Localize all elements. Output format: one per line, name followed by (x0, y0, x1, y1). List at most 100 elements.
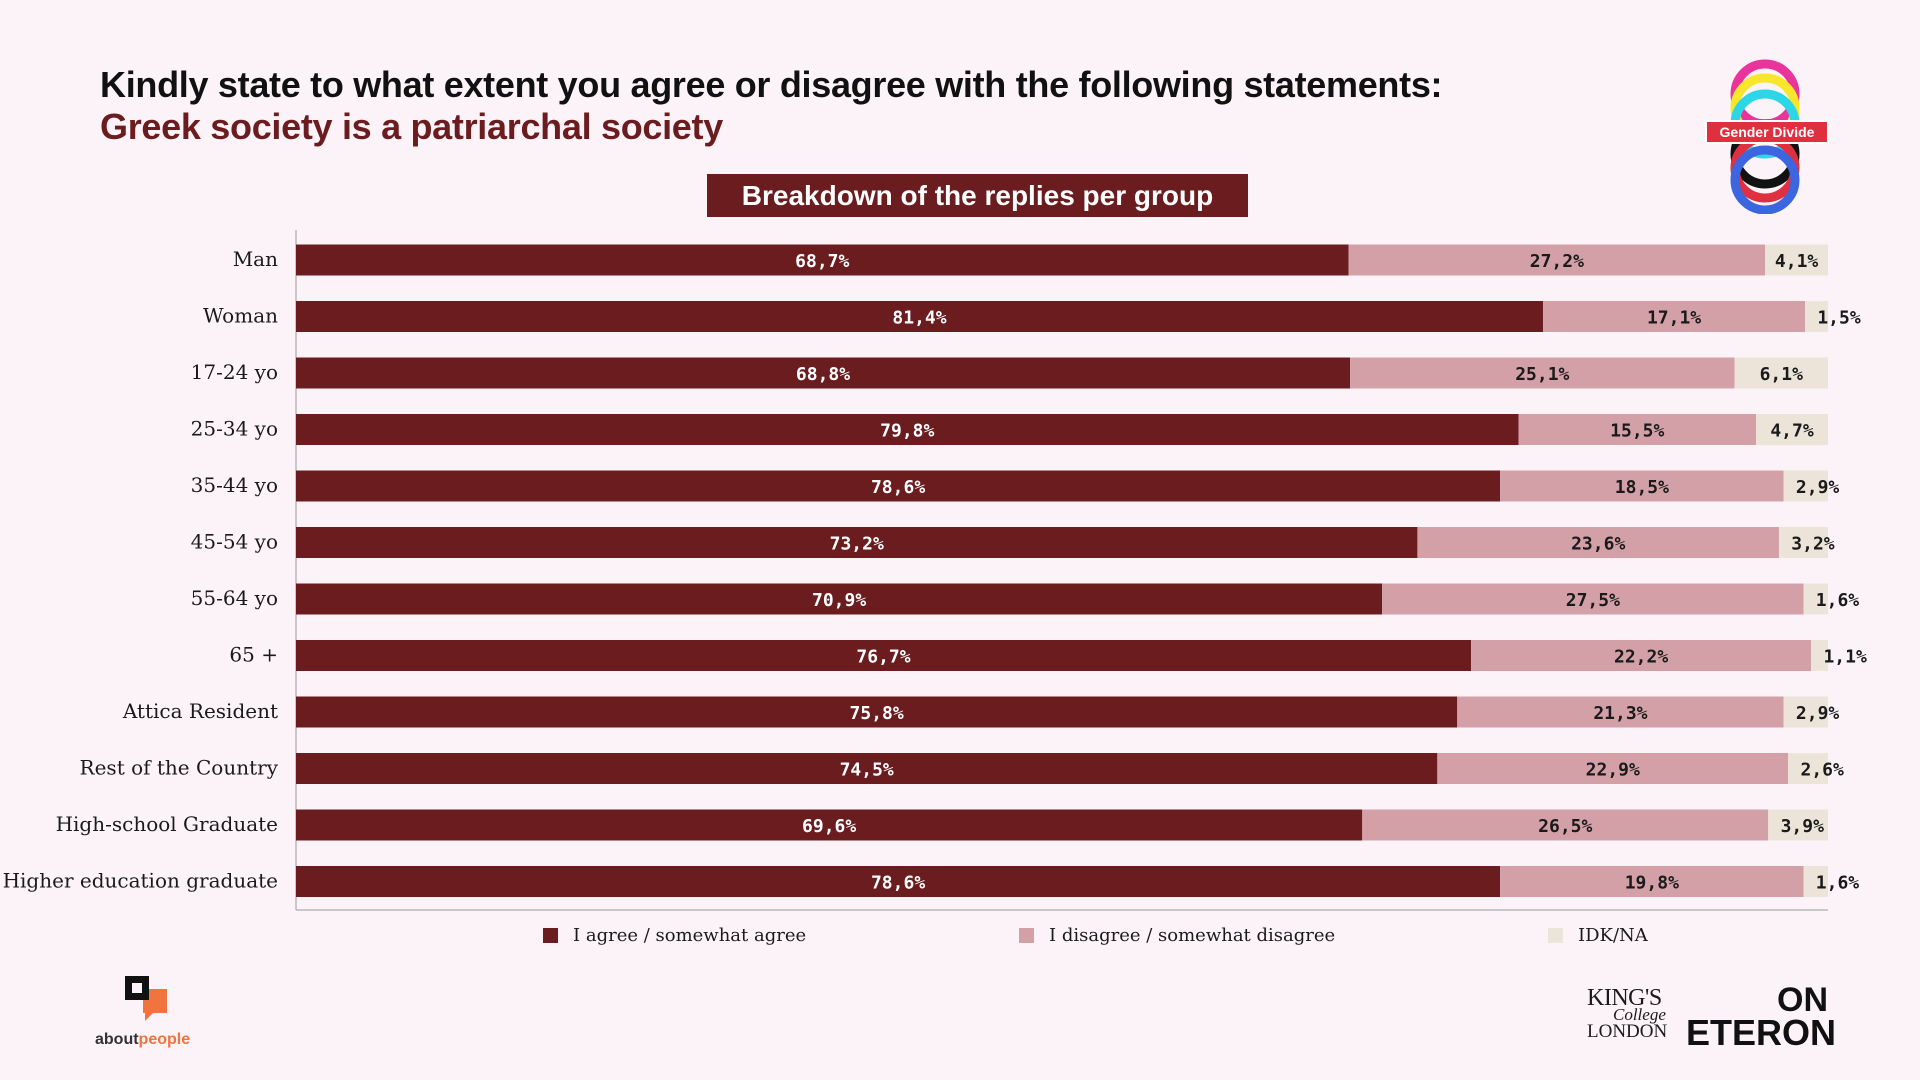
data-label-agree: 73,2% (830, 534, 884, 555)
legend-label-agree: I agree / somewhat agree (573, 925, 807, 946)
chart-legend: I agree / somewhat agree I disagree / so… (0, 925, 1920, 949)
bar-segment-idk (1788, 753, 1828, 784)
bar-segment-agree (296, 753, 1438, 784)
aboutpeople-prefix: about (95, 1031, 139, 1048)
aboutpeople-logo-icon (125, 976, 167, 1021)
eteron-line1: ON (1777, 981, 1828, 1019)
data-label-idk: 6,1% (1760, 364, 1804, 385)
kings-college-logo: KING'S College LONDON (1587, 985, 1675, 1042)
data-label-idk: 1,5% (1817, 308, 1861, 329)
data-label-idk: 3,2% (1791, 534, 1835, 555)
data-label-disagree: 23,6% (1571, 534, 1625, 555)
aboutpeople-wordmark: aboutpeople (95, 1031, 190, 1049)
bar-segment-idk (1803, 583, 1828, 615)
data-label-agree: 68,8% (796, 364, 850, 385)
bar-segment-agree (296, 583, 1383, 615)
category-label: Man (233, 247, 278, 271)
data-label-agree: 69,6% (802, 816, 856, 837)
bar-segment-agree (296, 640, 1472, 671)
bar-segment-disagree (1382, 583, 1804, 615)
legend-swatch-disagree (1019, 928, 1034, 943)
data-label-agree: 68,7% (795, 251, 849, 272)
bar-segment-idk (1783, 470, 1828, 502)
bar-segment-disagree (1417, 527, 1779, 558)
chart-title: Kindly state to what extent you agree or… (100, 64, 1443, 105)
bar-segment-agree (296, 866, 1501, 897)
category-label: 25-34 yo (191, 417, 278, 441)
data-label-idk: 2,9% (1796, 703, 1840, 724)
bar-segment-agree (296, 527, 1418, 558)
data-label-agree: 81,4% (892, 308, 946, 329)
aboutpeople-suffix: people (138, 1031, 191, 1048)
bar-segment-idk (1768, 809, 1828, 841)
data-label-agree: 78,6% (871, 873, 925, 894)
legend-item-disagree: I disagree / somewhat disagree (1019, 925, 1335, 946)
category-label: 55-64 yo (191, 586, 278, 610)
legend-swatch-agree (543, 928, 558, 943)
bar-segment-disagree (1500, 866, 1804, 897)
legend-swatch-idk (1548, 928, 1563, 943)
data-label-disagree: 22,2% (1614, 647, 1668, 668)
bar-segment-disagree (1350, 357, 1735, 389)
bar-segment-disagree (1543, 301, 1806, 332)
stacked-bar-chart: Man 68,7% 27,2% 4,1% Woman 81,4% 17,1% 1,5% 17-2… (3, 230, 1867, 911)
category-label: 35-44 yo (191, 473, 278, 497)
data-label-disagree: 17,1% (1647, 308, 1701, 329)
kings-line2: College (1613, 1005, 1666, 1024)
bar-segment-idk (1805, 301, 1828, 332)
legend-label-idk: IDK/NA (1578, 925, 1648, 946)
data-label-idk: 2,6% (1800, 760, 1844, 781)
data-label-agree: 70,9% (812, 590, 866, 611)
category-label: 65 + (229, 643, 278, 667)
bar-segment-idk (1778, 527, 1828, 558)
kings-line3: LONDON (1587, 1021, 1668, 1042)
bar-segment-agree (296, 696, 1458, 728)
bar-segment-agree (296, 414, 1519, 445)
data-label-idk: 2,9% (1796, 477, 1840, 498)
data-label-idk: 4,7% (1770, 421, 1814, 442)
eteron-line2: ETERON (1686, 1012, 1837, 1054)
breakdown-label: Breakdown of the replies per group (741, 179, 1214, 211)
data-label-disagree: 22,9% (1586, 760, 1640, 781)
data-label-disagree: 18,5% (1615, 477, 1669, 498)
kings-line1: KING'S (1587, 985, 1662, 1011)
breakdown-banner: Breakdown of the replies per group (707, 174, 1248, 217)
bar-segment-idk (1803, 866, 1828, 897)
legend-label-disagree: I disagree / somewhat disagree (1049, 925, 1336, 946)
category-label: 17-24 yo (191, 360, 278, 384)
bar-segment-agree (296, 244, 1349, 276)
bar-segment-idk (1811, 640, 1828, 671)
bar-segment-idk (1783, 696, 1828, 728)
data-label-agree: 79,8% (880, 421, 934, 442)
bar-segment-disagree (1457, 696, 1784, 728)
bar-segment-agree (296, 809, 1363, 841)
data-label-disagree: 25,1% (1515, 364, 1569, 385)
bar-segment-disagree (1348, 244, 1766, 276)
data-label-disagree: 26,5% (1538, 816, 1592, 837)
data-label-disagree: 19,8% (1625, 873, 1679, 894)
bar-segment-agree (296, 301, 1544, 332)
legend-item-agree: I agree / somewhat agree (543, 925, 806, 946)
bar-segment-disagree (1518, 414, 1756, 445)
bar-segment-agree (296, 357, 1351, 389)
data-label-idk: 3,9% (1781, 816, 1825, 837)
data-label-idk: 1,6% (1816, 873, 1860, 894)
gender-divide-label: Gender Divide (1705, 120, 1829, 144)
data-label-agree: 74,5% (840, 760, 894, 781)
category-label: Woman (203, 304, 278, 328)
legend-item-idk: IDK/NA (1548, 925, 1648, 946)
bar-segment-disagree (1500, 470, 1784, 502)
data-label-idk: 4,1% (1775, 251, 1819, 272)
data-label-agree: 78,6% (871, 477, 925, 498)
data-label-agree: 76,7% (856, 647, 910, 668)
bar-segment-disagree (1362, 809, 1769, 841)
category-label: High-school Graduate (56, 812, 278, 836)
data-label-disagree: 27,5% (1566, 590, 1620, 611)
category-label: Higher education graduate (3, 869, 278, 893)
data-label-disagree: 15,5% (1610, 421, 1664, 442)
bar-segment-disagree (1471, 640, 1812, 671)
chart-subtitle: Greek society is a patriarchal society (100, 106, 723, 147)
data-label-disagree: 27,2% (1530, 251, 1584, 272)
bar-segment-idk (1765, 244, 1828, 276)
data-label-disagree: 21,3% (1593, 703, 1647, 724)
